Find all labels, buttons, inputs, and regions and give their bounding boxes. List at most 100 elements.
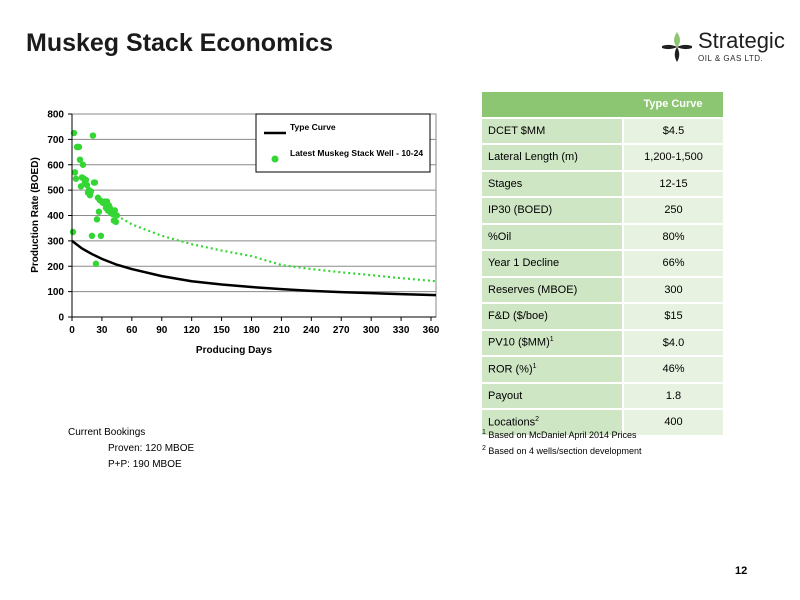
table-body: DCET $MM $4.5 Lateral Length (m) 1,200-1,50… (482, 117, 723, 437)
bookings-pp: P+P: 190 MBOE (108, 459, 182, 470)
legend: Type Curve Latest Muskeg Stack Well - 10… (255, 113, 431, 173)
page-number: 12 (735, 565, 748, 577)
table-row-label: Reserves (MBOE) (482, 276, 623, 304)
economics-table: Type Curve DCET $MM $4.5 Lateral Length (m… (482, 92, 723, 437)
y-tick-label: 200 (47, 262, 64, 273)
footnote-2-text: Based on 4 wells/section development (488, 446, 642, 456)
y-tick-label: 300 (47, 236, 64, 247)
row-label-text: IP30 (BOED) (488, 204, 553, 217)
x-tick-label: 120 (183, 325, 200, 336)
footnotes: 1 Based on McDaniel April 2014 Prices 2 … (482, 426, 642, 458)
table-row: DCET $MM $4.5 (482, 117, 723, 145)
table-row-label: Locations2 (482, 409, 623, 437)
table-row-label: DCET $MM (482, 117, 623, 145)
well-data-point (91, 179, 99, 186)
row-label-footnote-ref: 1 (549, 336, 554, 344)
row-label-text: DCET $MM (488, 124, 546, 137)
well-data-point (113, 212, 121, 219)
table-header-blank (482, 92, 623, 119)
table-row-label: Stages (482, 170, 623, 198)
well-data-point (76, 156, 84, 163)
y-tick-label: 600 (47, 160, 64, 171)
table-header-type-curve: Type Curve (623, 92, 723, 119)
type-curve-line (71, 239, 437, 297)
y-tick-label: 800 (47, 110, 64, 121)
y-tick-label: 100 (47, 287, 64, 298)
table-row: Reserves (MBOE) 300 (482, 276, 723, 304)
well-data-point (89, 132, 97, 139)
well-data-point (87, 188, 95, 195)
logo-subtitle: OIL & GAS LTD. (698, 54, 764, 63)
x-tick-label: 300 (363, 325, 380, 336)
well-data-point (79, 161, 87, 168)
logo-flame-icon (662, 32, 692, 62)
footnote-2-number: 2 (482, 445, 486, 452)
production-chart: 0 30 60 90 120 150 180 210 240 270 300 330 360 0 100 20… (30, 110, 440, 357)
table-row: Stages 12-15 (482, 170, 723, 198)
table-row-value: $4.5 (622, 117, 723, 145)
table-row: %Oil 80% (482, 223, 723, 251)
x-tick-label: 270 (333, 325, 350, 336)
table-row-value: $15 (622, 303, 723, 331)
row-label-footnote-ref: 1 (532, 362, 537, 370)
row-label-text: F&D ($/boe) (488, 310, 548, 323)
table-row-label: ROR (%)1 (482, 356, 623, 384)
table-row-value: 46% (622, 356, 723, 384)
table-row-value: 300 (622, 276, 723, 304)
company-logo: Strategic OIL & GAS LTD. (660, 28, 785, 68)
row-label-text: %Oil (488, 230, 512, 243)
row-label-text: PV10 ($MM) (488, 337, 550, 350)
series-layer (69, 129, 437, 297)
logo-wordmark: Strategic (698, 28, 785, 53)
row-label-text: Locations (488, 416, 536, 429)
y-tick-label: 700 (47, 135, 64, 146)
x-tick-label: 90 (156, 325, 168, 336)
well-data-point (111, 207, 119, 214)
x-tick-label: 330 (393, 325, 410, 336)
well-data-point (72, 175, 80, 182)
well-data-point (92, 260, 100, 267)
table-row: PV10 ($MM)1 $4.0 (482, 329, 723, 357)
x-tick-label: 0 (69, 325, 75, 336)
x-tick-label: 210 (273, 325, 290, 336)
well-data-point (71, 169, 79, 176)
table-row-label: Payout (482, 382, 623, 410)
row-label-text: Payout (488, 389, 523, 402)
x-tick-label: 30 (96, 325, 108, 336)
table-row: Locations2 400 (482, 409, 723, 437)
y-axis-label: Production Rate (BOED) (30, 157, 41, 273)
x-tick-label: 360 (423, 325, 440, 336)
table-row-label: Year 1 Decline (482, 250, 623, 278)
table-row: F&D ($/boe) $15 (482, 303, 723, 331)
well-data-point (83, 181, 91, 189)
x-tick-label: 150 (213, 325, 230, 336)
well-data-point (75, 143, 83, 151)
legend-well-swatch (271, 155, 279, 163)
table-row-label: Lateral Length (m) (482, 144, 623, 172)
footnote-1-text: Based on McDaniel April 2014 Prices (488, 430, 637, 440)
table-row-value: 80% (622, 223, 723, 251)
table-row-value: 250 (622, 197, 723, 225)
legend-box (255, 113, 431, 173)
footnote-1: 1 Based on McDaniel April 2014 Prices (482, 426, 642, 442)
legend-well-label: Latest Muskeg Stack Well - 10-24 (290, 148, 423, 158)
table-row: Payout 1.8 (482, 382, 723, 410)
row-label-text: Stages (488, 177, 523, 190)
axes: 0 30 60 90 120 150 180 210 240 270 300 330 360 0 100 20… (47, 110, 439, 337)
well-data-point (69, 228, 77, 236)
table-row-label: IP30 (BOED) (482, 197, 623, 225)
y-tick-label: 500 (47, 186, 64, 197)
y-tick-label: 400 (47, 211, 64, 222)
page-title: Muskeg Stack Economics (26, 29, 334, 57)
current-bookings: Current Bookings Proven: 120 MBOE P+P: 1… (68, 425, 194, 473)
x-tick-label: 180 (243, 325, 260, 336)
well-data-point (95, 208, 103, 215)
well-data-point (93, 216, 101, 223)
table-row-value: $4.0 (622, 329, 723, 357)
footnote-1-number: 1 (482, 429, 486, 436)
x-tick-label: 240 (303, 325, 320, 336)
legend-type-curve-label: Type Curve (290, 122, 336, 132)
well-data-point (88, 232, 96, 239)
bookings-proven: Proven: 120 MBOE (108, 443, 195, 454)
y-tick-label: 0 (58, 313, 64, 324)
